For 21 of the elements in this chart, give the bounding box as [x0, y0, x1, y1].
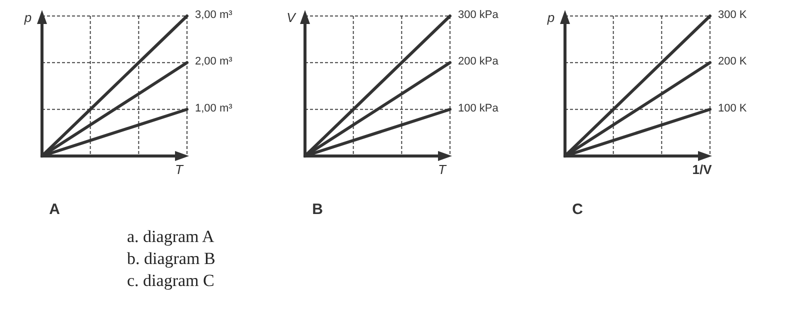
text: A — [49, 201, 60, 218]
series-label: 300 K — [718, 9, 748, 21]
series-label: 200 K — [718, 56, 748, 68]
series-label: 1,00 m³ — [195, 102, 233, 114]
text: b. diagram B — [127, 249, 216, 268]
x-axis-title: T — [438, 162, 448, 177]
text: C — [572, 201, 584, 218]
y-axis-title: p — [546, 10, 555, 25]
x-axis-title: T — [175, 162, 184, 177]
text: a. diagram A — [127, 227, 216, 246]
series-label: 300 kPa — [458, 9, 500, 21]
series-label: 100 kPa — [458, 102, 500, 114]
series-label: 2,00 m³ — [195, 56, 233, 68]
text: B — [312, 201, 324, 218]
series-label: 100 K — [718, 102, 748, 114]
y-axis-title: V — [286, 10, 297, 25]
x-axis-title: 1/V — [692, 162, 712, 177]
series-label: 3,00 m³ — [195, 9, 233, 21]
series-label: 200 kPa — [458, 56, 500, 68]
text: c. diagram C — [127, 271, 214, 290]
y-axis-title: p — [23, 10, 32, 25]
